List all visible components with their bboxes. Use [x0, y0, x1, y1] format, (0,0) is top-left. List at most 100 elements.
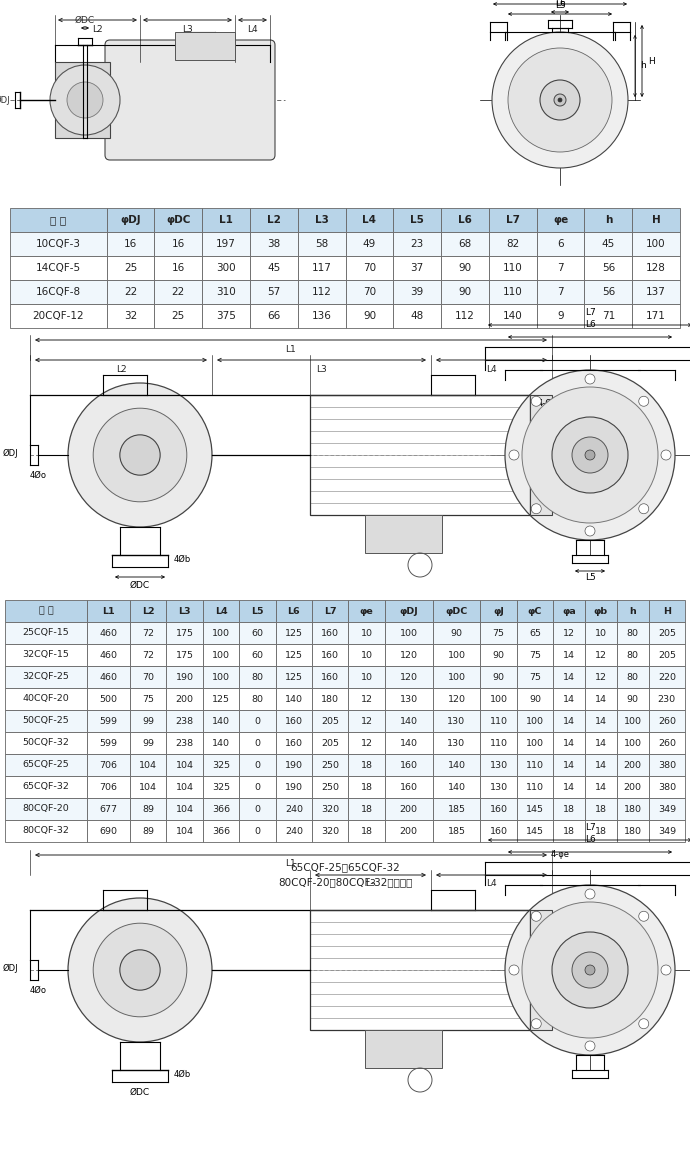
Text: 70: 70 [363, 263, 376, 273]
Bar [312, 666, 348, 689]
Text: 205: 205 [658, 651, 676, 659]
Circle shape [531, 504, 541, 513]
Bar [649, 644, 685, 666]
Text: 14: 14 [595, 783, 607, 792]
Text: 90: 90 [627, 694, 639, 704]
Bar [441, 256, 489, 280]
Bar [433, 820, 480, 842]
Circle shape [492, 32, 628, 168]
Text: 10: 10 [361, 672, 373, 681]
Bar [5, 710, 87, 732]
Circle shape [93, 924, 187, 1016]
Text: 100: 100 [647, 239, 666, 249]
Text: 200: 200 [624, 783, 642, 792]
Bar [298, 231, 346, 256]
Text: 120: 120 [400, 672, 417, 681]
Bar [385, 666, 433, 689]
Bar [632, 231, 680, 256]
Text: 200: 200 [400, 826, 417, 835]
Text: L2: L2 [267, 215, 281, 224]
Text: L6: L6 [458, 215, 472, 224]
Text: 4-Øe: 4-Øe [538, 398, 558, 408]
Bar [348, 732, 385, 754]
Text: 100: 100 [624, 739, 642, 747]
Bar [239, 689, 275, 710]
Text: 110: 110 [489, 739, 508, 747]
Bar [585, 732, 617, 754]
Text: 18: 18 [361, 783, 373, 792]
Bar [385, 644, 433, 666]
Text: L4: L4 [215, 606, 228, 616]
Bar [275, 776, 312, 798]
Text: L4: L4 [486, 364, 497, 374]
Bar [130, 754, 166, 776]
Text: 175: 175 [176, 629, 194, 638]
Text: 104: 104 [176, 805, 194, 813]
Circle shape [508, 48, 612, 152]
Text: ØDJ: ØDJ [2, 449, 18, 457]
Bar [632, 208, 680, 231]
Text: 110: 110 [526, 760, 544, 770]
Text: 110: 110 [503, 287, 522, 297]
Circle shape [639, 504, 649, 513]
Bar [489, 256, 537, 280]
Text: L2: L2 [116, 364, 126, 374]
Text: ØDC: ØDC [130, 1088, 150, 1096]
Bar [239, 732, 275, 754]
Text: 80: 80 [627, 651, 639, 659]
Bar [480, 666, 517, 689]
Bar [239, 754, 275, 776]
Text: L2: L2 [142, 606, 155, 616]
Bar [87, 644, 130, 666]
Text: 10: 10 [361, 651, 373, 659]
Text: 0: 0 [255, 805, 260, 813]
Bar [489, 304, 537, 328]
Bar [617, 644, 649, 666]
Text: 80CQF-20: 80CQF-20 [23, 805, 69, 813]
Bar [203, 666, 239, 689]
Text: 325: 325 [212, 760, 230, 770]
Text: 460: 460 [99, 672, 117, 681]
Text: 49: 49 [363, 239, 376, 249]
Bar [393, 231, 441, 256]
Text: 14: 14 [595, 739, 607, 747]
Bar [632, 256, 680, 280]
Bar [87, 776, 130, 798]
Text: L1: L1 [219, 215, 233, 224]
Bar [553, 622, 585, 644]
Text: 130: 130 [489, 783, 508, 792]
Bar [480, 820, 517, 842]
Text: L6: L6 [555, 0, 565, 8]
Bar [393, 208, 441, 231]
Bar [239, 666, 275, 689]
Text: 125: 125 [285, 651, 303, 659]
Bar [393, 256, 441, 280]
Bar [239, 600, 275, 622]
Bar [107, 304, 155, 328]
Bar [517, 689, 553, 710]
Text: h: h [604, 215, 612, 224]
Bar [530, 395, 552, 515]
Text: 145: 145 [526, 805, 544, 813]
Text: 180: 180 [322, 694, 339, 704]
Text: 205: 205 [658, 629, 676, 638]
Bar [130, 622, 166, 644]
Bar [441, 280, 489, 304]
Text: 104: 104 [176, 760, 194, 770]
Text: 16: 16 [124, 239, 137, 249]
Text: 180: 180 [624, 805, 642, 813]
Text: 110: 110 [503, 263, 522, 273]
Bar [585, 644, 617, 666]
Text: 349: 349 [658, 805, 676, 813]
Bar [87, 666, 130, 689]
Circle shape [68, 383, 212, 528]
Bar [275, 622, 312, 644]
Text: 56: 56 [602, 287, 615, 297]
Bar [130, 644, 166, 666]
Circle shape [585, 889, 595, 899]
Bar [517, 754, 553, 776]
Text: 175: 175 [176, 651, 194, 659]
Bar [385, 710, 433, 732]
Text: ØDC: ØDC [130, 580, 150, 590]
Bar [275, 710, 312, 732]
